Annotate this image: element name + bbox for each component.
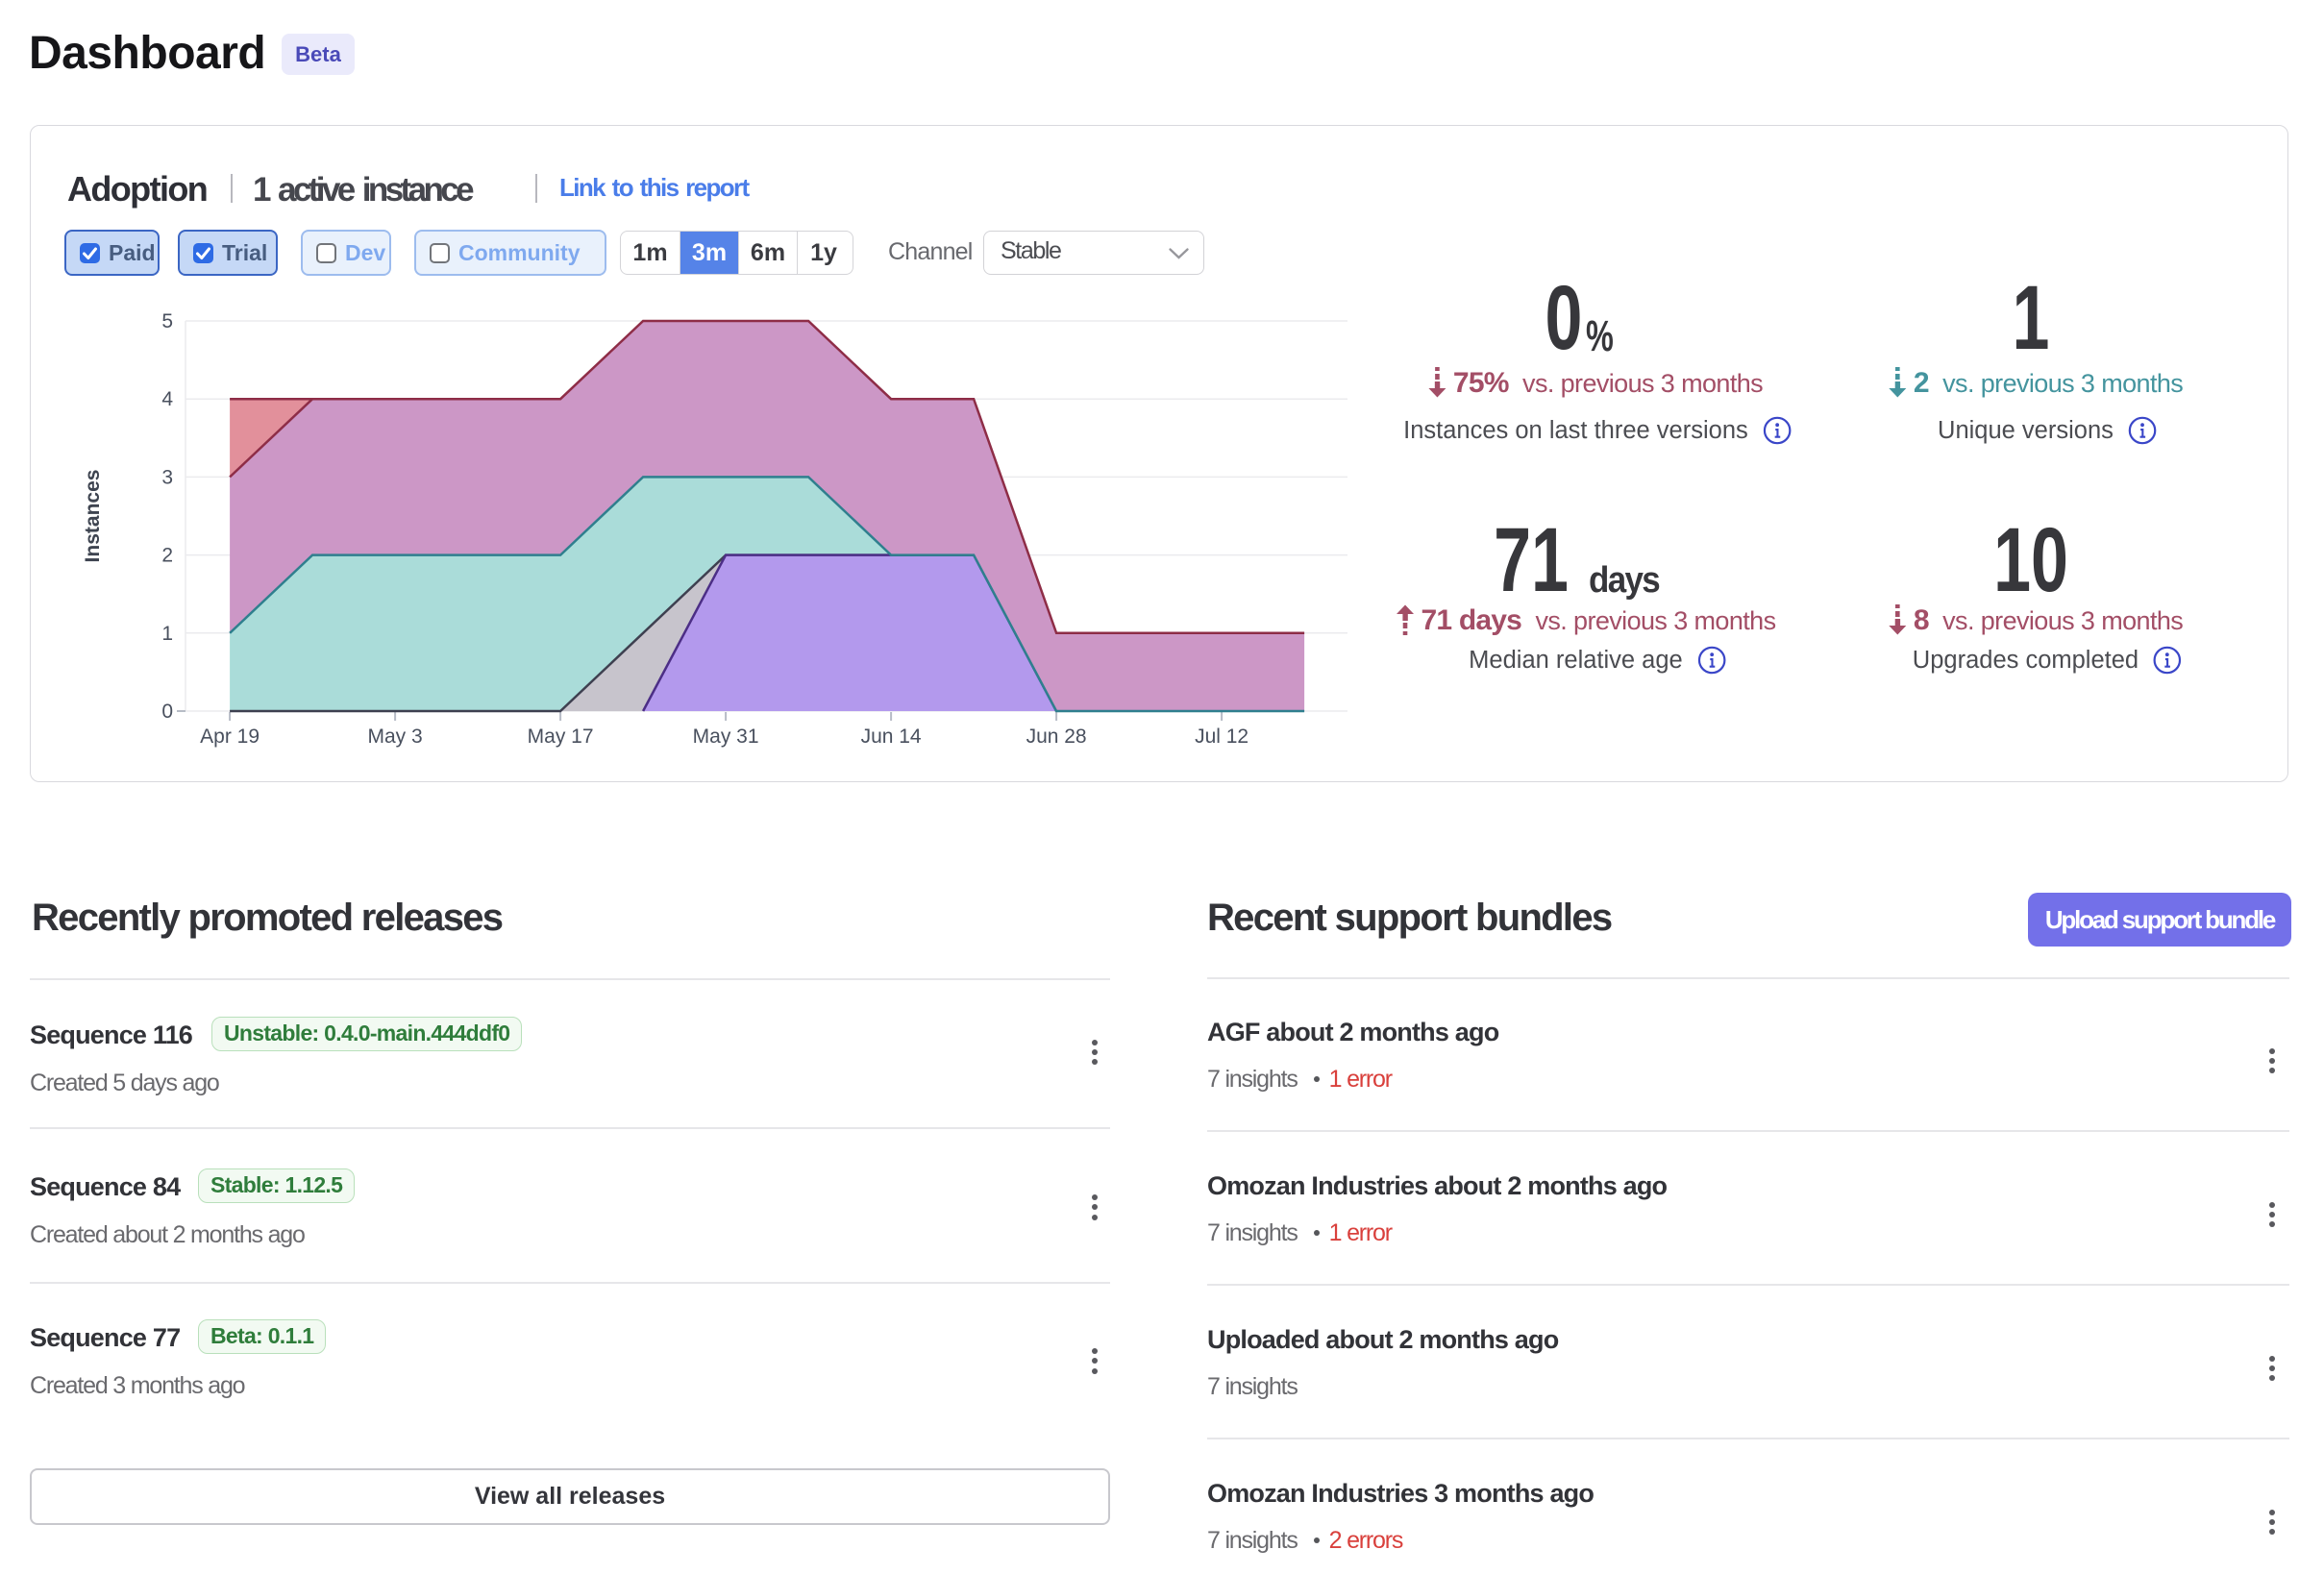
svg-text:Jun 28: Jun 28 xyxy=(1026,726,1087,748)
svg-text:May 17: May 17 xyxy=(528,726,594,748)
svg-text:4: 4 xyxy=(161,388,173,410)
svg-text:2: 2 xyxy=(161,545,173,567)
svg-text:May 3: May 3 xyxy=(368,726,423,748)
svg-text:5: 5 xyxy=(161,310,173,332)
svg-text:Apr 19: Apr 19 xyxy=(200,726,260,748)
svg-text:Instances: Instances xyxy=(82,470,104,563)
svg-text:Jul 12: Jul 12 xyxy=(1195,726,1249,748)
svg-text:Jun 14: Jun 14 xyxy=(861,726,922,748)
svg-text:May 31: May 31 xyxy=(693,726,759,748)
svg-text:0: 0 xyxy=(161,701,173,723)
svg-text:3: 3 xyxy=(161,466,173,488)
svg-text:1: 1 xyxy=(161,623,173,645)
